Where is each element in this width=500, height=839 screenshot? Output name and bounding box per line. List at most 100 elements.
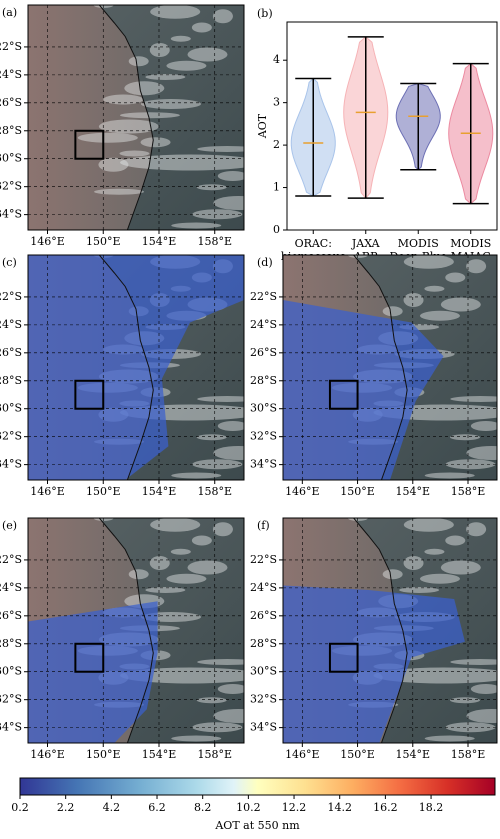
cloud: [197, 659, 257, 665]
x-tick-label: 14.2: [327, 801, 352, 814]
cloud: [129, 569, 149, 579]
y-tick-label: 28°S: [0, 637, 22, 650]
y-tick-label: 4: [273, 53, 280, 66]
x-tick-label: 146°E: [285, 748, 320, 761]
x-tick-label: 150°E: [340, 485, 375, 498]
x-tick-label: 146°E: [30, 748, 65, 761]
cloud: [192, 209, 242, 219]
cloud: [120, 112, 180, 118]
cloud: [445, 273, 465, 283]
x-tick-label: 154°E: [142, 235, 177, 248]
cloud: [119, 151, 149, 157]
y-tick-label: 1: [273, 181, 280, 194]
y-tick-label: 0: [273, 223, 280, 236]
panel-label: (b): [257, 7, 273, 20]
y-tick-label: 3: [273, 96, 280, 109]
x-tick-label: 158°E: [451, 485, 486, 498]
y-tick-label: 34°S: [250, 721, 277, 734]
panel-label: (e): [2, 519, 17, 532]
x-tick-label: 158°E: [197, 485, 232, 498]
cloud: [471, 421, 500, 431]
cloud: [218, 684, 248, 694]
y-tick-label: 22°S: [0, 40, 22, 53]
cloud: [441, 561, 481, 575]
x-tick-label: 2.2: [57, 801, 75, 814]
y-tick-label: 26°S: [250, 609, 277, 622]
cloud: [150, 43, 170, 57]
cloud: [213, 522, 233, 536]
cloud: [213, 9, 233, 23]
y-tick-label: 26°S: [250, 346, 277, 359]
cloud: [404, 556, 424, 570]
cloud: [218, 421, 248, 431]
x-tick-label: 6.2: [148, 801, 166, 814]
y-tick-label: 32°S: [250, 693, 277, 706]
x-tick-label: 154°E: [142, 748, 177, 761]
y-tick-label: 34°S: [0, 458, 22, 471]
y-tick-label: 28°S: [250, 637, 277, 650]
y-tick-label: 34°S: [0, 208, 22, 221]
cloud: [471, 684, 500, 694]
x-tick-label: 0.2: [11, 801, 29, 814]
cloud: [171, 473, 221, 479]
cloud: [120, 155, 260, 171]
map-layer: [28, 2, 263, 230]
y-tick-label: 24°S: [250, 318, 277, 331]
x-tick-label: 154°E: [142, 485, 177, 498]
cloud: [171, 549, 191, 555]
cloud: [94, 189, 144, 195]
x-tick-label: 146°E: [30, 485, 65, 498]
cloud: [404, 518, 454, 532]
y-tick-label: 28°S: [0, 124, 22, 137]
cloud: [129, 56, 149, 66]
cloud: [445, 536, 465, 546]
cloud: [187, 48, 227, 62]
cloud: [213, 196, 263, 210]
y-tick-label: 26°S: [0, 609, 22, 622]
cloud: [192, 23, 212, 33]
x-tick-label: 8.2: [194, 801, 212, 814]
y-tick-label: 32°S: [0, 180, 22, 193]
y-tick-label: 24°S: [0, 318, 22, 331]
x-tick-label: 154°E: [396, 748, 431, 761]
cloud: [466, 259, 486, 273]
y-axis-title: AOT: [256, 113, 269, 139]
cloud: [192, 722, 242, 732]
cloud: [166, 61, 206, 71]
cloud: [446, 459, 496, 469]
x-tick-label: 150°E: [86, 235, 121, 248]
cloud: [425, 473, 475, 479]
y-tick-label: 26°S: [0, 96, 22, 109]
cloud: [141, 99, 201, 109]
y-tick-label: 32°S: [250, 430, 277, 443]
cloud: [425, 736, 475, 742]
x-tick-label: MODIS: [450, 237, 491, 250]
cloud: [197, 434, 227, 440]
x-tick-label: JAXA: [351, 237, 381, 250]
cloud: [192, 459, 242, 469]
cloud: [420, 311, 460, 321]
y-tick-label: 30°S: [250, 665, 277, 678]
cloud: [218, 171, 248, 181]
x-tick-label: 18.2: [419, 801, 444, 814]
x-tick-label: 158°E: [451, 748, 486, 761]
y-tick-label: 30°S: [0, 402, 22, 415]
x-tick-label: ORAC:: [295, 237, 332, 250]
x-tick-label: 16.2: [373, 801, 398, 814]
map-layer: [283, 515, 500, 743]
cloud: [192, 536, 212, 546]
x-tick-label: 146°E: [30, 235, 65, 248]
x-tick-label: 158°E: [197, 748, 232, 761]
x-tick-label: 10.2: [236, 801, 261, 814]
cloud: [171, 736, 221, 742]
panel-label: (f): [257, 519, 270, 532]
cloud: [78, 133, 138, 143]
y-tick-label: 30°S: [250, 402, 277, 415]
x-tick-label: 154°E: [396, 485, 431, 498]
x-tick-label: 12.2: [282, 801, 307, 814]
cloud: [150, 556, 170, 570]
y-tick-label: 24°S: [0, 68, 22, 81]
y-tick-label: 24°S: [0, 581, 22, 594]
y-tick-label: 22°S: [250, 553, 277, 566]
